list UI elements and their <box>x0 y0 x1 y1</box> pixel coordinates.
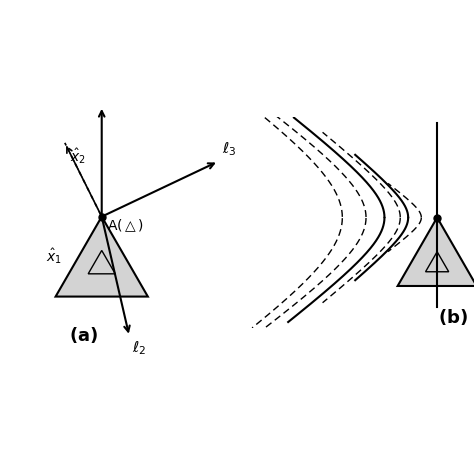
Text: $\mathrm{A}(\triangle)$: $\mathrm{A}(\triangle)$ <box>107 218 144 235</box>
Polygon shape <box>398 218 474 286</box>
Text: $\ell_2$: $\ell_2$ <box>132 339 146 357</box>
Text: $\mathbf{(b)}$: $\mathbf{(b)}$ <box>438 307 468 327</box>
Text: $\ell_3$: $\ell_3$ <box>222 140 236 158</box>
Text: $\mathbf{(a)}$: $\mathbf{(a)}$ <box>69 325 98 345</box>
Polygon shape <box>55 217 148 297</box>
Text: $\hat{x}_2$: $\hat{x}_2$ <box>70 146 86 165</box>
Text: $\hat{x}_1$: $\hat{x}_1$ <box>46 247 62 266</box>
